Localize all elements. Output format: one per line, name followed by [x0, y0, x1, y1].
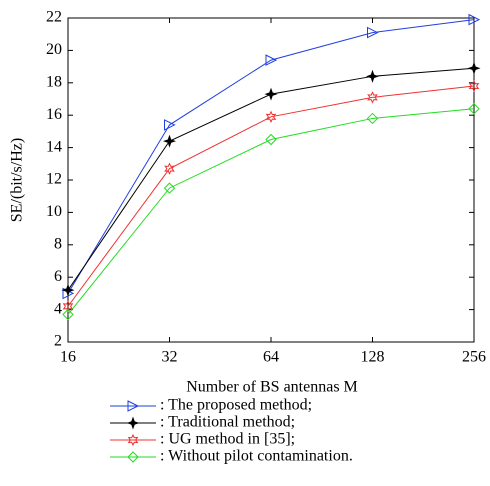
- marker: [164, 119, 176, 131]
- marker: [163, 182, 176, 194]
- legend-label: : UG method in [35];: [160, 431, 295, 448]
- x-tick-label: 16: [60, 349, 76, 366]
- marker: [164, 162, 175, 175]
- marker: [162, 134, 177, 148]
- marker: [467, 61, 481, 75]
- marker: [264, 87, 278, 101]
- marker: [126, 416, 140, 430]
- series-line: [67, 85, 475, 307]
- y-tick-label: 22: [46, 9, 62, 26]
- y-tick-label: 4: [54, 300, 62, 317]
- marker: [265, 133, 277, 146]
- marker: [265, 54, 278, 66]
- y-axis-label: SE/(bit/s/Hz): [9, 138, 26, 222]
- x-tick-label: 32: [162, 349, 178, 366]
- y-tick-label: 12: [46, 171, 62, 188]
- marker: [265, 110, 277, 123]
- marker: [127, 433, 139, 447]
- marker: [367, 26, 379, 39]
- x-tick-label: 256: [462, 349, 486, 366]
- plot-frame: [67, 17, 475, 343]
- marker: [468, 79, 480, 93]
- x-axis-label: Number of BS antennas M: [186, 379, 358, 396]
- y-tick-label: 10: [46, 203, 62, 220]
- marker: [62, 308, 74, 321]
- series-line: [67, 67, 475, 291]
- x-tick-label: 64: [263, 349, 279, 366]
- marker: [365, 69, 380, 83]
- marker: [127, 400, 140, 412]
- marker: [127, 451, 139, 463]
- y-tick-label: 20: [46, 41, 62, 58]
- y-tick-label: 8: [54, 235, 62, 252]
- y-tick-label: 2: [54, 333, 62, 350]
- y-tick-label: 14: [46, 138, 62, 155]
- legend-label: : The proposed method;: [160, 397, 312, 414]
- marker: [61, 283, 75, 297]
- marker: [366, 112, 379, 125]
- legend-label: : Without pilot contamination.: [160, 448, 353, 465]
- marker: [367, 91, 378, 104]
- legend-label: : Traditional method;: [160, 414, 295, 431]
- series-line: [67, 108, 475, 315]
- y-tick-label: 16: [46, 106, 62, 123]
- marker: [468, 13, 481, 26]
- series-line: [67, 19, 475, 294]
- marker: [468, 103, 480, 115]
- y-tick-label: 18: [46, 73, 62, 90]
- y-tick-label: 6: [54, 268, 62, 285]
- marker: [62, 300, 74, 313]
- x-tick-label: 128: [361, 349, 385, 366]
